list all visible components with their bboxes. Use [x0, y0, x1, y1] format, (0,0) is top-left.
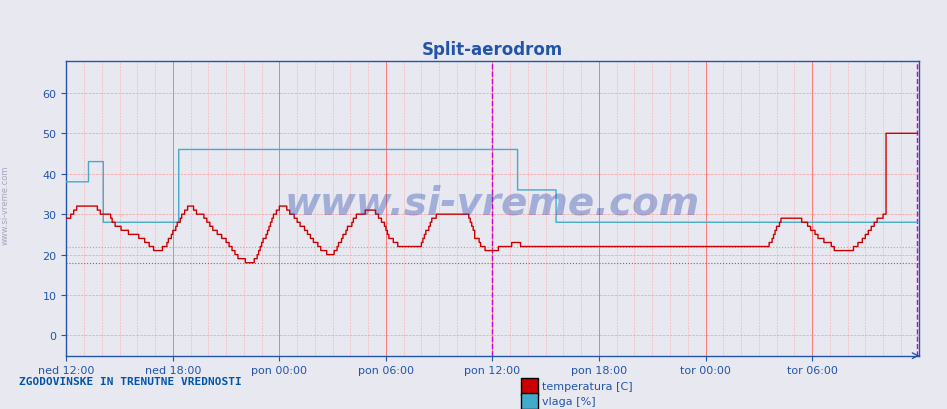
Text: ZGODOVINSKE IN TRENUTNE VREDNOSTI: ZGODOVINSKE IN TRENUTNE VREDNOSTI	[19, 376, 241, 387]
Text: temperatura [C]: temperatura [C]	[542, 382, 633, 391]
Title: Split-aerodrom: Split-aerodrom	[421, 40, 563, 58]
Text: www.si-vreme.com: www.si-vreme.com	[0, 165, 9, 244]
Text: vlaga [%]: vlaga [%]	[542, 396, 596, 406]
Text: www.si-vreme.com: www.si-vreme.com	[285, 184, 700, 222]
